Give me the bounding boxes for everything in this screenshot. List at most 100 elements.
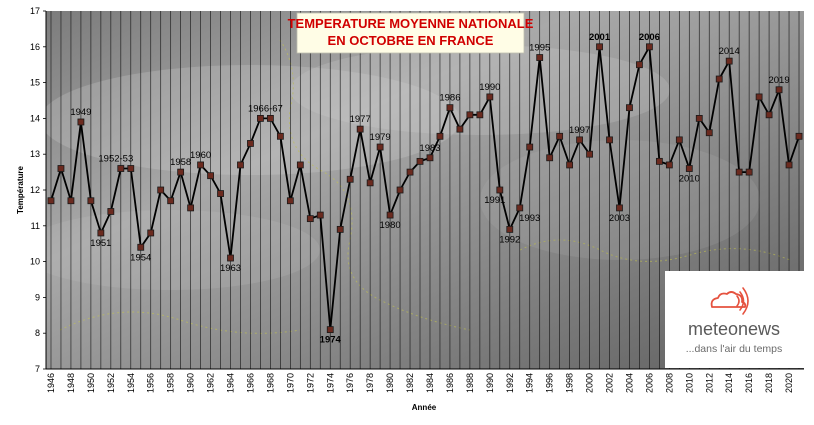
data-point bbox=[87, 197, 95, 205]
data-point bbox=[795, 132, 803, 140]
y-tick-label: 11 bbox=[31, 221, 40, 231]
data-point bbox=[137, 243, 145, 251]
data-point bbox=[446, 104, 454, 112]
data-point bbox=[476, 111, 484, 119]
data-label: 2019 bbox=[768, 75, 789, 86]
x-tick-label: 1950 bbox=[86, 373, 96, 393]
y-tick-label: 8 bbox=[35, 328, 40, 338]
title-box-background bbox=[296, 12, 525, 54]
data-label: 1960 bbox=[190, 150, 211, 161]
data-label: 2006 bbox=[639, 32, 660, 43]
data-point bbox=[775, 86, 783, 94]
data-label: 1983 bbox=[419, 143, 440, 154]
y-tick-labels: 7 8 9 10 11 12 13 14 15 16 17 bbox=[30, 6, 46, 374]
data-point bbox=[436, 132, 444, 140]
chart-title-box: TEMPERATURE MOYENNE NATIONALE EN OCTOBRE… bbox=[288, 12, 534, 54]
data-point bbox=[715, 75, 723, 83]
x-tick-label: 2010 bbox=[684, 373, 694, 393]
data-label: 1997 bbox=[569, 125, 590, 136]
x-tick-label: 1946 bbox=[46, 373, 56, 393]
data-label: 1949 bbox=[70, 107, 91, 118]
data-point bbox=[725, 57, 733, 65]
data-label: 1954 bbox=[130, 252, 151, 263]
series-line bbox=[50, 45, 800, 331]
data-point bbox=[665, 161, 673, 169]
data-point bbox=[336, 225, 344, 233]
data-point bbox=[57, 165, 65, 172]
brand-name: meteonews bbox=[688, 319, 780, 339]
x-tick-label: 1948 bbox=[66, 373, 76, 393]
data-point bbox=[606, 136, 613, 144]
data-label: 1974 bbox=[320, 335, 342, 346]
data-point bbox=[546, 154, 554, 162]
data-point bbox=[675, 136, 683, 144]
x-tick-label: 2012 bbox=[704, 373, 714, 393]
data-point bbox=[217, 190, 224, 197]
data-point bbox=[366, 179, 374, 187]
data-point bbox=[356, 125, 364, 133]
data-point bbox=[237, 161, 244, 169]
x-tick-labels: 1946 1948 1950 1952 1954 1956 1958 1960 1962 1964… bbox=[46, 373, 794, 393]
x-tick-label: 1992 bbox=[505, 373, 515, 393]
data-point bbox=[426, 154, 434, 162]
x-tick-label: 2004 bbox=[624, 373, 634, 393]
data-point bbox=[466, 111, 474, 119]
x-tick-label: 2014 bbox=[724, 373, 734, 393]
data-point bbox=[267, 115, 274, 122]
cloud-signal-icon bbox=[710, 287, 749, 315]
y-tick-label: 10 bbox=[30, 257, 40, 267]
data-label: 2003 bbox=[609, 213, 630, 224]
x-tick-label: 2008 bbox=[664, 373, 674, 393]
data-label: 1963 bbox=[220, 263, 241, 274]
data-point bbox=[416, 157, 424, 165]
data-point bbox=[97, 229, 105, 237]
data-point bbox=[286, 197, 294, 205]
data-point bbox=[596, 43, 603, 51]
y-tick-label: 16 bbox=[30, 42, 40, 52]
y-tick-label: 14 bbox=[30, 113, 40, 123]
x-tick-label: 1994 bbox=[525, 373, 535, 393]
y-tick-label: 17 bbox=[30, 6, 40, 16]
data-point bbox=[576, 136, 583, 144]
data-point bbox=[566, 161, 574, 169]
data-point bbox=[207, 172, 214, 180]
data-point bbox=[346, 175, 354, 183]
data-point bbox=[386, 211, 394, 219]
x-tick-label: 1968 bbox=[265, 373, 275, 393]
data-point bbox=[496, 186, 504, 194]
data-point bbox=[296, 161, 304, 169]
x-tick-label: 1970 bbox=[285, 373, 295, 393]
y-axis-title: Température bbox=[16, 166, 25, 214]
data-point bbox=[506, 225, 514, 233]
chart-title-line-2: EN OCTOBRE EN FRANCE bbox=[328, 33, 494, 48]
data-label: 1980 bbox=[380, 220, 401, 231]
x-tick-label: 2016 bbox=[744, 373, 754, 393]
x-tick-label: 2020 bbox=[784, 373, 794, 393]
x-tick-label: 1966 bbox=[245, 373, 255, 393]
y-tick-label: 9 bbox=[35, 292, 40, 302]
data-point bbox=[516, 204, 524, 212]
data-point bbox=[227, 254, 234, 262]
data-point bbox=[616, 204, 623, 212]
data-point bbox=[735, 168, 743, 176]
data-point bbox=[536, 54, 544, 61]
data-label: 1958 bbox=[170, 157, 191, 168]
x-tick-label: 1954 bbox=[126, 373, 136, 393]
data-label: 1986 bbox=[439, 93, 460, 104]
x-tick-label: 1960 bbox=[186, 373, 196, 393]
y-tick-label: 13 bbox=[30, 149, 40, 159]
x-tick-label: 1982 bbox=[405, 373, 415, 393]
data-point bbox=[147, 229, 155, 237]
x-tick-label: 1988 bbox=[465, 373, 475, 393]
brand-background bbox=[665, 271, 804, 368]
x-tick-label: 1976 bbox=[345, 373, 355, 393]
data-point bbox=[755, 93, 763, 101]
data-point bbox=[685, 165, 693, 172]
x-tick-label: 1986 bbox=[445, 373, 455, 393]
x-tick-label: 1984 bbox=[425, 373, 435, 393]
data-point bbox=[107, 208, 115, 215]
x-tick-label: 1956 bbox=[146, 373, 156, 393]
y-tick-label: 7 bbox=[35, 364, 40, 374]
